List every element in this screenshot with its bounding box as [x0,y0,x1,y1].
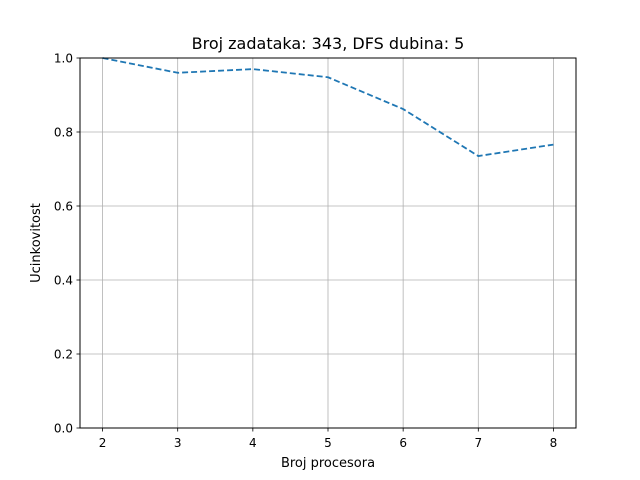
x-tick-label: 3 [174,436,182,450]
chart-title: Broj zadataka: 343, DFS dubina: 5 [192,34,465,53]
y-axis: 0.0 0.2 0.4 0.6 0.8 1.0 [54,52,80,436]
x-tick-label: 2 [99,436,107,450]
x-tick-label: 5 [324,436,332,450]
x-axis-label: Broj procesora [281,456,375,471]
y-tick-label: 0.8 [54,126,73,140]
y-tick-label: 0.4 [54,274,73,288]
y-tick-label: 0.0 [54,422,73,436]
x-tick-label: 6 [399,436,407,450]
series-line [102,57,554,157]
y-axis-label: Ucinkovitost [29,203,44,283]
x-tick-label: 8 [550,436,558,450]
x-tick-label: 7 [474,436,482,450]
grid [80,57,576,429]
plot-lines [102,57,554,157]
x-tick-label: 4 [249,436,257,450]
y-tick-label: 0.6 [54,200,73,214]
y-tick-label: 0.2 [54,348,73,362]
y-tick-label: 1.0 [54,52,73,66]
x-axis: 2 3 4 5 6 7 8 [99,428,558,450]
